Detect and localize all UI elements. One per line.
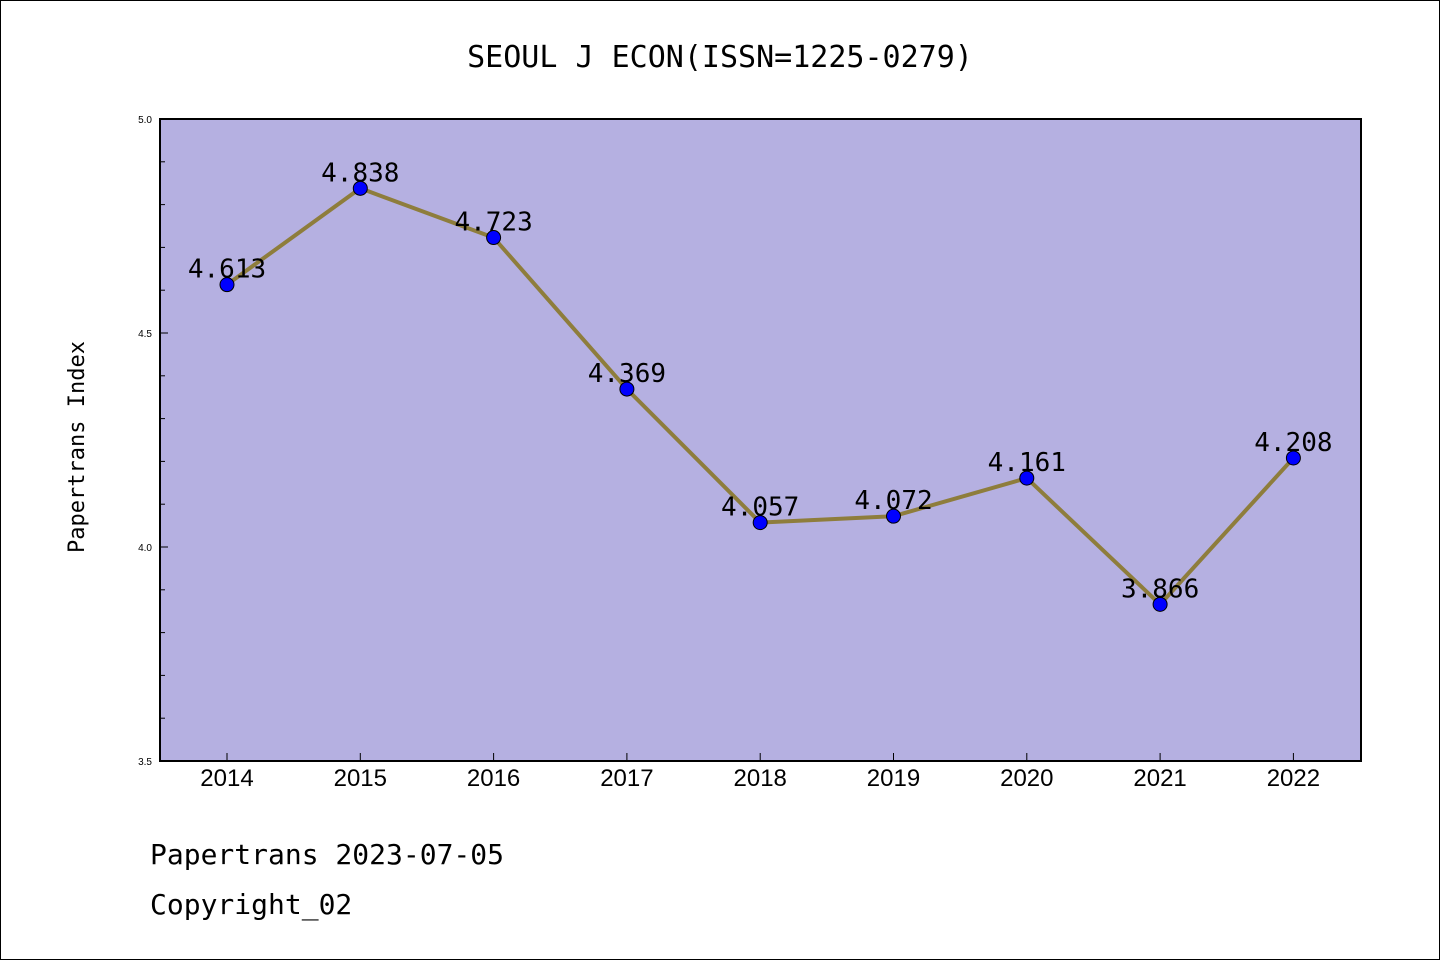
- data-label: 4.072: [854, 486, 932, 516]
- x-tick-label: 2016: [467, 765, 520, 792]
- data-point: [352, 180, 368, 196]
- x-tick-label: 2022: [1267, 765, 1320, 792]
- x-tick-label: 2017: [600, 765, 653, 792]
- data-label: 3.866: [1121, 574, 1199, 604]
- data-point: [886, 508, 901, 524]
- y-axis: 5.0 4.5 4.0 3.5: [138, 115, 168, 768]
- plot-area: [159, 118, 1362, 762]
- data-point: [1019, 470, 1035, 486]
- data-label: 4.369: [588, 359, 666, 389]
- x-tick-label: 2018: [734, 765, 787, 792]
- footer-copyright: Copyright_02: [150, 888, 352, 922]
- data-label: 4.161: [988, 448, 1066, 478]
- data-point: [619, 381, 635, 397]
- x-axis: 2014 2015 2016 2017 2018 2019 2020 2021 2022: [200, 753, 1320, 792]
- y-tick-label: 4.0: [138, 543, 152, 554]
- x-tick-label: 2020: [1000, 765, 1053, 792]
- x-tick-label: 2015: [334, 765, 387, 792]
- data-label: 4.208: [1254, 428, 1332, 458]
- data-label: 4.838: [321, 158, 399, 188]
- y-tick-label: 4.5: [138, 329, 152, 340]
- series-group: 4.613 4.838 4.723 4.369 4.057 4.072 4.161 3.866…: [188, 158, 1333, 612]
- y-axis-label: Papertrans Index: [65, 341, 90, 553]
- chart-title: SEOUL J ECON(ISSN=1225-0279): [467, 40, 973, 75]
- data-point: [1152, 596, 1168, 612]
- y-tick-label: 3.5: [138, 757, 152, 768]
- footer-date: Papertrans 2023-07-05: [150, 838, 504, 871]
- y-tick-label: 5.0: [138, 115, 152, 126]
- x-tick-label: 2014: [200, 765, 253, 792]
- data-point: [752, 515, 768, 531]
- data-point: [1285, 450, 1301, 466]
- data-point: [486, 230, 502, 246]
- data-label: 4.057: [721, 493, 799, 523]
- x-tick-label: 2021: [1133, 765, 1186, 792]
- x-tick-label: 2019: [867, 765, 920, 792]
- data-point: [219, 277, 235, 293]
- data-label: 4.723: [454, 208, 532, 238]
- data-label: 4.613: [188, 255, 266, 285]
